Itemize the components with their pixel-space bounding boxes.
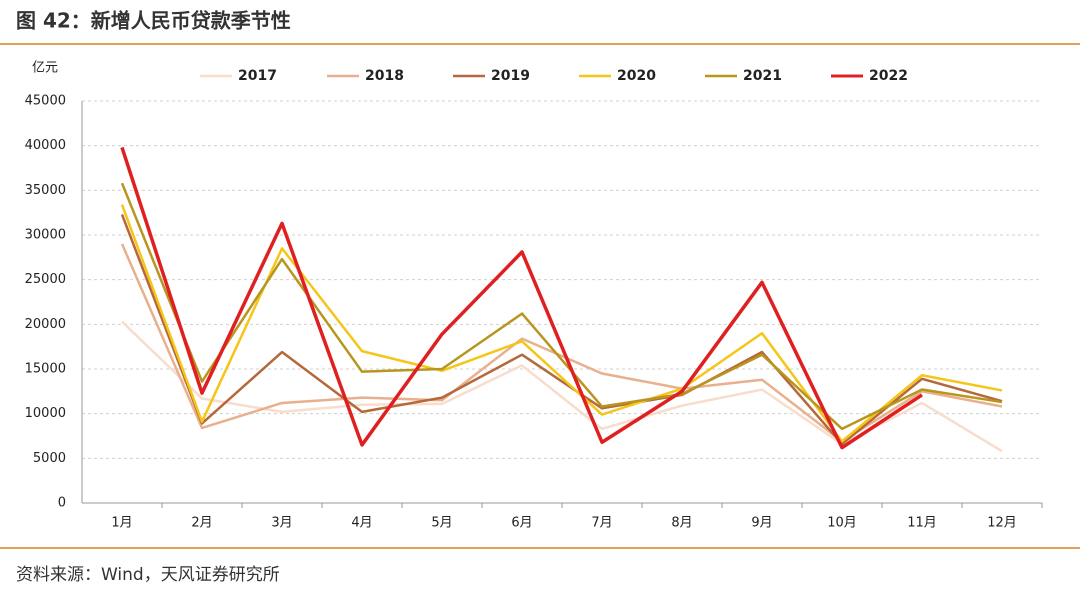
- legend-label: 2019: [491, 68, 530, 84]
- legend-label: 2020: [617, 68, 656, 84]
- y-tick-label: 15000: [25, 362, 66, 377]
- x-tick-label: 6月: [511, 516, 532, 531]
- x-tick-label: 4月: [351, 516, 372, 531]
- x-tick-label: 2月: [191, 516, 212, 531]
- series-line: [120, 182, 1003, 431]
- y-tick-label: 45000: [25, 94, 66, 109]
- x-tick-label: 9月: [751, 516, 772, 531]
- x-tick-label: 5月: [431, 516, 452, 531]
- y-tick-label: 0: [58, 496, 66, 511]
- x-tick-label: 10月: [827, 516, 857, 531]
- series-line: [120, 146, 923, 450]
- x-tick-label: 1月: [111, 516, 132, 531]
- legend-label: 2017: [238, 68, 277, 84]
- series-line: [120, 214, 1003, 446]
- x-tick-label: 8月: [671, 516, 692, 531]
- chart-title: 图 42：新增人民币贷款季节性: [16, 9, 291, 33]
- series-line: [121, 320, 1003, 453]
- x-tick-label: 7月: [591, 516, 612, 531]
- y-tick-label: 30000: [25, 228, 66, 243]
- x-tick-label: 3月: [271, 516, 292, 531]
- legend-label: 2022: [869, 68, 908, 84]
- legend-label: 2018: [365, 68, 404, 84]
- y-tick-label: 25000: [25, 272, 66, 287]
- y-axis-label: 亿元: [32, 61, 58, 76]
- source: 资料来源：Wind，天风证券研究所: [16, 565, 280, 585]
- series-line: [120, 204, 1003, 443]
- x-tick-label: 12月: [987, 516, 1017, 531]
- legend-label: 2021: [743, 68, 782, 84]
- y-tick-label: 20000: [25, 317, 66, 332]
- y-tick-label: 10000: [25, 406, 66, 421]
- x-tick-label: 11月: [907, 516, 937, 531]
- y-tick-label: 5000: [33, 451, 66, 466]
- y-tick-label: 35000: [25, 183, 66, 198]
- y-tick-label: 40000: [25, 138, 66, 153]
